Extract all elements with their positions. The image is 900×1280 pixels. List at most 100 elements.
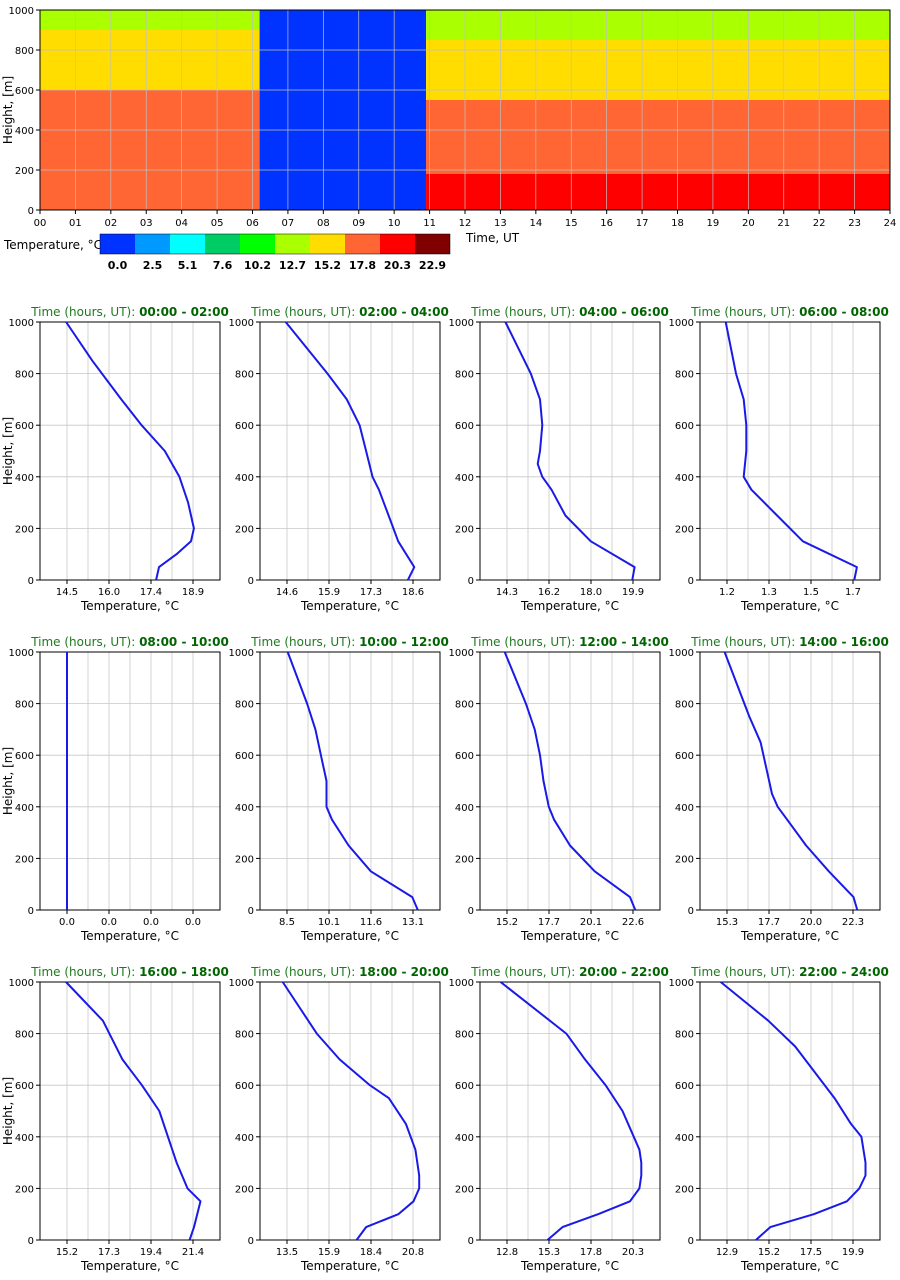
temperature-profile-line [504,321,636,581]
temperature-profile-line [284,321,416,581]
profile-panel: Time (hours, UT): 12:00 - 14:00 0 200 400 60… [449,635,669,943]
profile-title-prefix: Time (hours, UT): [30,305,139,319]
heatmap-x-tick-label: 22 [813,218,826,229]
profile-y-tick-label: 0 [28,906,34,917]
profile-x-tick-label: 17.8 [580,1247,602,1258]
profile-y-tick-label: 600 [235,751,254,762]
profile-title: Time (hours, UT): 06:00 - 08:00 [690,305,889,319]
heatmap-band [40,90,260,210]
profile-x-tick-label: 17.5 [800,1247,822,1258]
profile-title: Time (hours, UT): 14:00 - 16:00 [690,635,889,649]
profile-y-tick-label: 1000 [229,648,254,659]
profile-y-tick-label: 600 [15,1081,34,1092]
profile-y-tick-label: 800 [15,700,34,711]
profile-y-tick-label: 1000 [669,978,694,989]
profile-x-tick-label: 14.5 [56,587,78,598]
profile-title: Time (hours, UT): 02:00 - 04:00 [250,305,449,319]
temperature-profile-line [499,981,643,1241]
profile-y-tick-label: 800 [235,370,254,381]
colorbar-tick-label: 12.7 [279,259,306,272]
profile-y-tick-label: 800 [15,1030,34,1041]
heatmap-x-axis-label: Time, UT [465,231,520,245]
profile-x-tick-label: 18.9 [182,587,204,598]
colorbar-tick-label: 2.5 [143,259,163,272]
profile-x-tick-label: 1.5 [803,587,819,598]
profile-y-tick-label: 800 [455,370,474,381]
temperature-profile-line [286,651,419,911]
heatmap-x-tick-label: 00 [34,218,47,229]
profile-y-tick-label: 800 [455,1030,474,1041]
profile-y-tick-label: 400 [15,803,34,814]
profile-frame [259,981,441,1241]
colorbar-tick-label: 22.9 [419,259,446,272]
colorbar-swatch [100,234,135,254]
profile-frame [39,321,221,581]
profile-y-tick-label: 0 [28,576,34,587]
heatmap-y-tick-label: 600 [15,86,34,97]
profile-title-prefix: Time (hours, UT): [470,305,579,319]
profile-title: Time (hours, UT): 10:00 - 12:00 [250,635,449,649]
profile-title-range: 06:00 - 08:00 [799,305,889,319]
profile-x-tick-label: 22.3 [842,917,864,928]
profile-y-tick-label: 200 [455,524,474,535]
heatmap-band [40,30,260,90]
temperature-profile-line [503,651,637,911]
profile-panel: Time (hours, UT): 04:00 - 06:00 0 200 400 60… [449,305,669,613]
heatmap-y-tick-label: 800 [15,46,34,57]
profile-y-tick-label: 800 [675,700,694,711]
heatmap-y-tick-label: 0 [28,206,34,217]
profile-y-tick-label: 600 [675,421,694,432]
heatmap-x-tick-label: 09 [352,218,365,229]
profile-x-axis-label: Temperature, °C [80,929,179,943]
profile-title-prefix: Time (hours, UT): [690,305,799,319]
profile-y-tick-label: 600 [675,751,694,762]
colorbar-tick-label: 20.3 [384,259,411,272]
heatmap-x-tick-label: 13 [494,218,507,229]
profile-x-tick-label: 10.1 [318,917,340,928]
profile-x-axis-label: Temperature, °C [300,599,399,613]
profile-y-tick-label: 400 [455,803,474,814]
profile-x-axis-label: Temperature, °C [520,929,619,943]
heatmap-band [426,40,890,100]
profile-title-range: 08:00 - 10:00 [139,635,229,649]
profile-y-tick-label: 800 [675,1030,694,1041]
heatmap-band [426,10,890,40]
profile-x-tick-label: 14.6 [276,587,298,598]
heatmap-band [259,10,427,210]
profile-x-tick-label: 18.6 [402,587,424,598]
profile-y-tick-label: 1000 [669,318,694,329]
temperature-profile-line [720,981,867,1241]
profile-frame [699,321,881,581]
profile-x-tick-label: 17.7 [758,917,780,928]
colorbar-swatch [380,234,415,254]
profile-title-range: 20:00 - 22:00 [579,965,669,979]
profile-y-tick-label: 1000 [9,318,34,329]
profile-frame [39,651,221,911]
profile-y-tick-label: 0 [248,576,254,587]
profile-x-axis-label: Temperature, °C [300,1259,399,1273]
heatmap-x-tick-label: 12 [459,218,472,229]
profile-x-tick-label: 1.3 [761,587,777,598]
colorbar-swatch [415,234,450,254]
profile-panel: Time (hours, UT): 08:00 - 10:00 0 200 400 60… [1,635,229,943]
heatmap-band [40,10,260,30]
profile-y-tick-label: 600 [675,1081,694,1092]
profile-title: Time (hours, UT): 04:00 - 06:00 [470,305,669,319]
profile-x-axis-label: Temperature, °C [80,599,179,613]
profile-y-tick-label: 0 [248,906,254,917]
profile-x-tick-label: 1.7 [845,587,861,598]
profile-x-tick-label: 13.1 [402,917,424,928]
profile-x-tick-label: 12.9 [716,1247,738,1258]
heatmap-x-tick-label: 16 [600,218,613,229]
colorbar-tick-label: 15.2 [314,259,341,272]
colorbar-frame [99,233,451,255]
profile-x-tick-label: 15.2 [758,1247,780,1258]
temperature-profile-line [723,651,859,911]
profile-y-axis-label: Height, [m] [1,417,15,485]
profile-y-tick-label: 400 [235,1133,254,1144]
profile-x-tick-label: 17.3 [360,587,382,598]
colorbar-swatch [205,234,240,254]
profile-x-tick-label: 0.0 [143,917,159,928]
profile-y-tick-label: 800 [675,370,694,381]
profile-y-tick-label: 800 [15,370,34,381]
